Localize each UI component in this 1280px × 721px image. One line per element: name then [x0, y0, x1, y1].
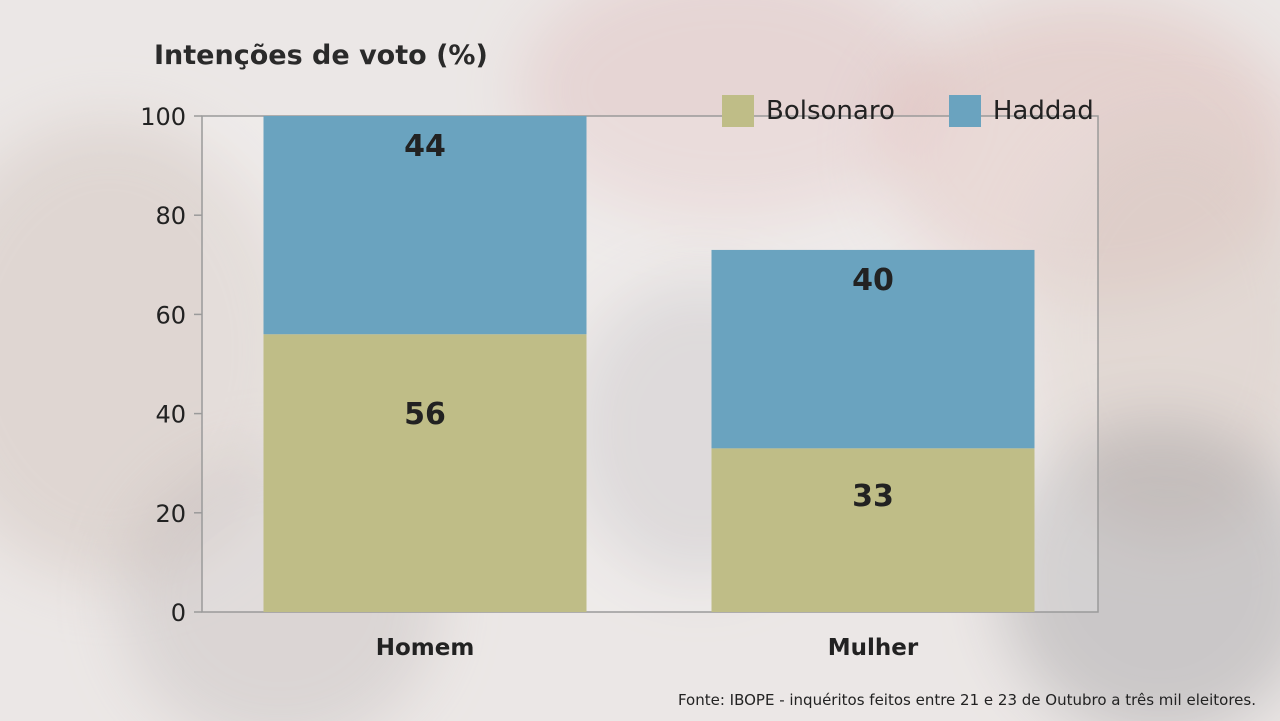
bar-haddad-homem: [263, 116, 587, 335]
x-category-label: Homem: [376, 635, 475, 661]
chart-title: Intenções de voto (%): [154, 40, 488, 71]
bar-bolsonaro-mulher: [711, 448, 1035, 612]
bar-bolsonaro-homem: [263, 334, 587, 612]
legend-swatch-haddad: [948, 95, 981, 127]
legend-item-bolsonaro: Bolsonaro: [722, 95, 895, 127]
source-note: Fonte: IBOPE - inquéritos feitos entre 2…: [677, 691, 1256, 709]
bar-haddad-mulher: [711, 249, 1035, 449]
data-label-haddad-homem: 44: [404, 129, 446, 164]
data-label-bolsonaro-homem: 56: [404, 397, 446, 432]
chart-legend: Bolsonaro Haddad: [722, 95, 1094, 127]
legend-label-bolsonaro: Bolsonaro: [766, 96, 895, 126]
data-label-haddad-mulher: 40: [852, 263, 894, 298]
y-tick-label: 100: [140, 103, 186, 131]
y-tick-label: 80: [155, 202, 186, 230]
x-category-label: Mulher: [828, 635, 919, 661]
legend-swatch-bolsonaro: [722, 95, 754, 127]
legend-label-haddad: Haddad: [992, 96, 1094, 126]
data-label-bolsonaro-mulher: 33: [852, 479, 894, 514]
y-tick-label: 20: [155, 500, 186, 528]
legend-item-haddad: Haddad: [948, 95, 1094, 127]
y-tick-label: 0: [171, 599, 186, 627]
y-tick-label: 40: [155, 401, 186, 429]
y-tick-label: 60: [155, 301, 186, 329]
